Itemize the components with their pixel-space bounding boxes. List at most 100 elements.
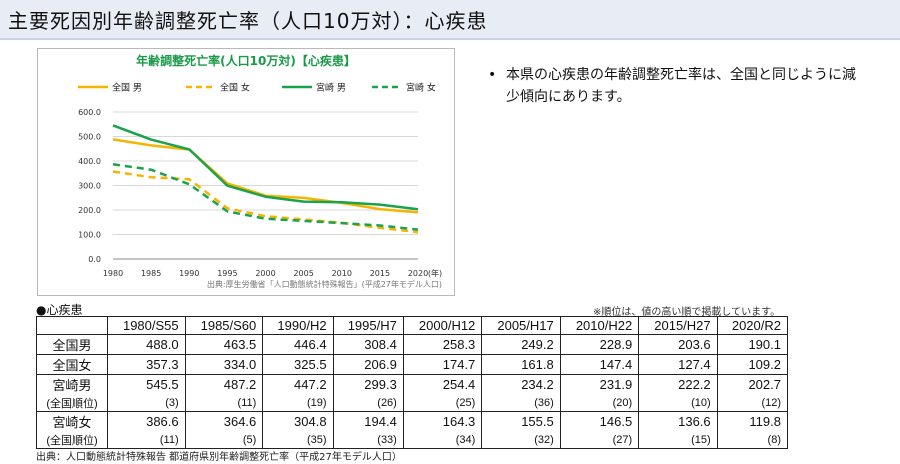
rank-cell: (33)	[332, 431, 404, 449]
data-cell: 206.9	[332, 354, 404, 375]
y-tick-label: 500.0	[78, 133, 101, 142]
data-cell: 304.8	[262, 411, 334, 431]
legend-label: 全国 女	[220, 82, 250, 94]
data-cell: 147.4	[559, 354, 640, 375]
rank-cell: (11)	[184, 394, 264, 412]
data-cell: 488.0	[107, 334, 186, 355]
ranking-note: ※順位は、値の高い順で掲載しています。	[593, 307, 781, 318]
series-line	[112, 170, 419, 234]
data-cell: 203.6	[638, 334, 718, 355]
rank-cell: (5)	[184, 431, 264, 449]
x-unit-label: (年)	[428, 268, 442, 278]
data-cell: 334.0	[184, 354, 264, 375]
data-cell: 254.4	[402, 374, 483, 394]
rank-cell: (34)	[402, 431, 483, 449]
data-cell: 386.6	[107, 411, 186, 431]
data-cell: 231.9	[559, 374, 640, 394]
y-tick-label: 300.0	[78, 182, 101, 191]
legend-label: 全国 男	[112, 82, 142, 94]
rank-cell: (35)	[262, 431, 334, 449]
data-cell: 194.4	[332, 411, 404, 431]
data-cell: 119.8	[716, 411, 789, 431]
data-cell: 155.5	[481, 411, 561, 431]
data-cell: 364.6	[184, 411, 264, 431]
legend-label: 宮崎 男	[316, 82, 346, 94]
x-tick-label: 2000	[255, 269, 275, 278]
x-tick-label: 2005	[293, 269, 313, 278]
column-header: 2000/H12	[402, 316, 483, 335]
series-line	[112, 124, 419, 211]
x-tick-label: 2010	[332, 269, 352, 278]
column-header: 1995/H7	[332, 316, 404, 335]
column-header: 2010/H22	[559, 316, 640, 335]
column-header: 2015/H27	[638, 316, 718, 335]
data-cell: 174.7	[402, 354, 483, 375]
data-cell: 109.2	[716, 354, 789, 375]
data-cell: 136.6	[638, 411, 718, 431]
rank-cell: (11)	[107, 431, 186, 449]
rank-cell: (26)	[332, 394, 404, 412]
table-header-row: 1980/S55 1985/S60 1990/H2 1995/H7 2000/H12 20…	[36, 316, 789, 335]
y-tick-label: 0.0	[88, 255, 101, 264]
series-line	[112, 138, 419, 214]
row-label: 宮崎男	[36, 374, 108, 394]
data-cell: 202.7	[716, 374, 789, 394]
rank-cell: (15)	[638, 431, 718, 449]
section-label: ●心疾患	[36, 303, 83, 317]
column-header: 2005/H17	[481, 316, 561, 335]
y-tick-label: 600.0	[78, 108, 101, 117]
data-cell: 258.3	[402, 334, 483, 355]
legend-label: 宮崎 女	[406, 82, 436, 94]
data-cell: 446.4	[262, 334, 334, 355]
data-cell: 325.5	[262, 354, 334, 375]
data-cell: 228.9	[559, 334, 640, 355]
x-tick-label: 1995	[217, 269, 237, 278]
data-cell: 164.3	[402, 411, 483, 431]
data-cell: 545.5	[107, 374, 186, 394]
chart-container: 年齢調整死亡率(人口10万対)【心疾患】 全国 男全国 女宮崎 男宮崎 女 0.0 1…	[37, 48, 455, 296]
data-cell: 190.1	[716, 334, 789, 355]
x-tick-label: 1985	[141, 269, 161, 278]
table-row: 宮崎男 545.5 487.2 447.2 299.3 254.4 234.2 231.9 22…	[36, 374, 789, 394]
source-note: 出典：人口動態統計特殊報告 都道府県別年齢調整死亡率（平成27年モデル人口）	[36, 452, 402, 463]
rank-cell: (20)	[559, 394, 640, 412]
column-header: 1990/H2	[262, 316, 334, 335]
rank-cell: (32)	[481, 431, 561, 449]
rank-cell: (12)	[716, 394, 789, 412]
data-cell: 234.2	[481, 374, 561, 394]
row-label: 宮崎女	[36, 411, 108, 431]
data-cell: 146.5	[559, 411, 640, 431]
data-cell: 447.2	[262, 374, 334, 394]
rank-label: (全国順位)	[36, 394, 108, 412]
data-cell: 487.2	[184, 374, 264, 394]
column-header: 1985/S60	[184, 316, 264, 335]
chart-source: 出典:厚生労働省「人口動態統計特殊報告」(平成27年モデル人口)	[207, 279, 442, 289]
row-label: 全国女	[36, 354, 108, 375]
table-row: 宮崎女 386.6 364.6 304.8 194.4 164.3 155.5 146.5 13…	[36, 411, 789, 431]
corner-cell	[36, 316, 108, 335]
bullet-mark: •	[488, 67, 497, 83]
rank-cell: (10)	[638, 394, 718, 412]
x-tick-label: 1990	[179, 269, 199, 278]
rank-cell: (36)	[481, 394, 561, 412]
data-cell: 463.5	[184, 334, 264, 355]
rank-label: (全国順位)	[36, 431, 108, 449]
rank-cell: (3)	[107, 394, 186, 412]
title-bar: 主要死因別年齢調整死亡率（人口10万対）：心疾患	[0, 0, 900, 40]
column-header: 2020/R2	[716, 316, 789, 335]
rank-cell: (25)	[402, 394, 483, 412]
chart-title: 年齢調整死亡率(人口10万対)【心疾患】	[136, 53, 356, 68]
summary-text: 本県の心疾患の年齢調整死亡率は、全国と同じように減少傾向にあります。	[506, 67, 856, 105]
x-tick-label: 2015	[370, 269, 390, 278]
rank-row: (全国順位) (3) (11) (19) (26) (25) (36) (20) (10) (12…	[36, 394, 789, 412]
data-cell: 249.2	[481, 334, 561, 355]
summary-bullet: • 本県の心疾患の年齢調整死亡率は、全国と同じように減少傾向にあります。	[488, 64, 858, 108]
table-row: 全国女 357.3 334.0 325.5 206.9 174.7 161.8 147.4 12…	[36, 354, 789, 375]
data-cell: 127.4	[638, 354, 718, 375]
table-row: 全国男 488.0 463.5 446.4 308.4 258.3 249.2 228.9 20…	[36, 334, 789, 355]
rank-cell: (27)	[559, 431, 640, 449]
line-chart: 年齢調整死亡率(人口10万対)【心疾患】全国 男全国 女宮崎 男宮崎 女0.01…	[78, 53, 442, 289]
data-cell: 357.3	[107, 354, 186, 375]
rank-cell: (19)	[262, 394, 334, 412]
x-tick-label: 1980	[103, 269, 123, 278]
